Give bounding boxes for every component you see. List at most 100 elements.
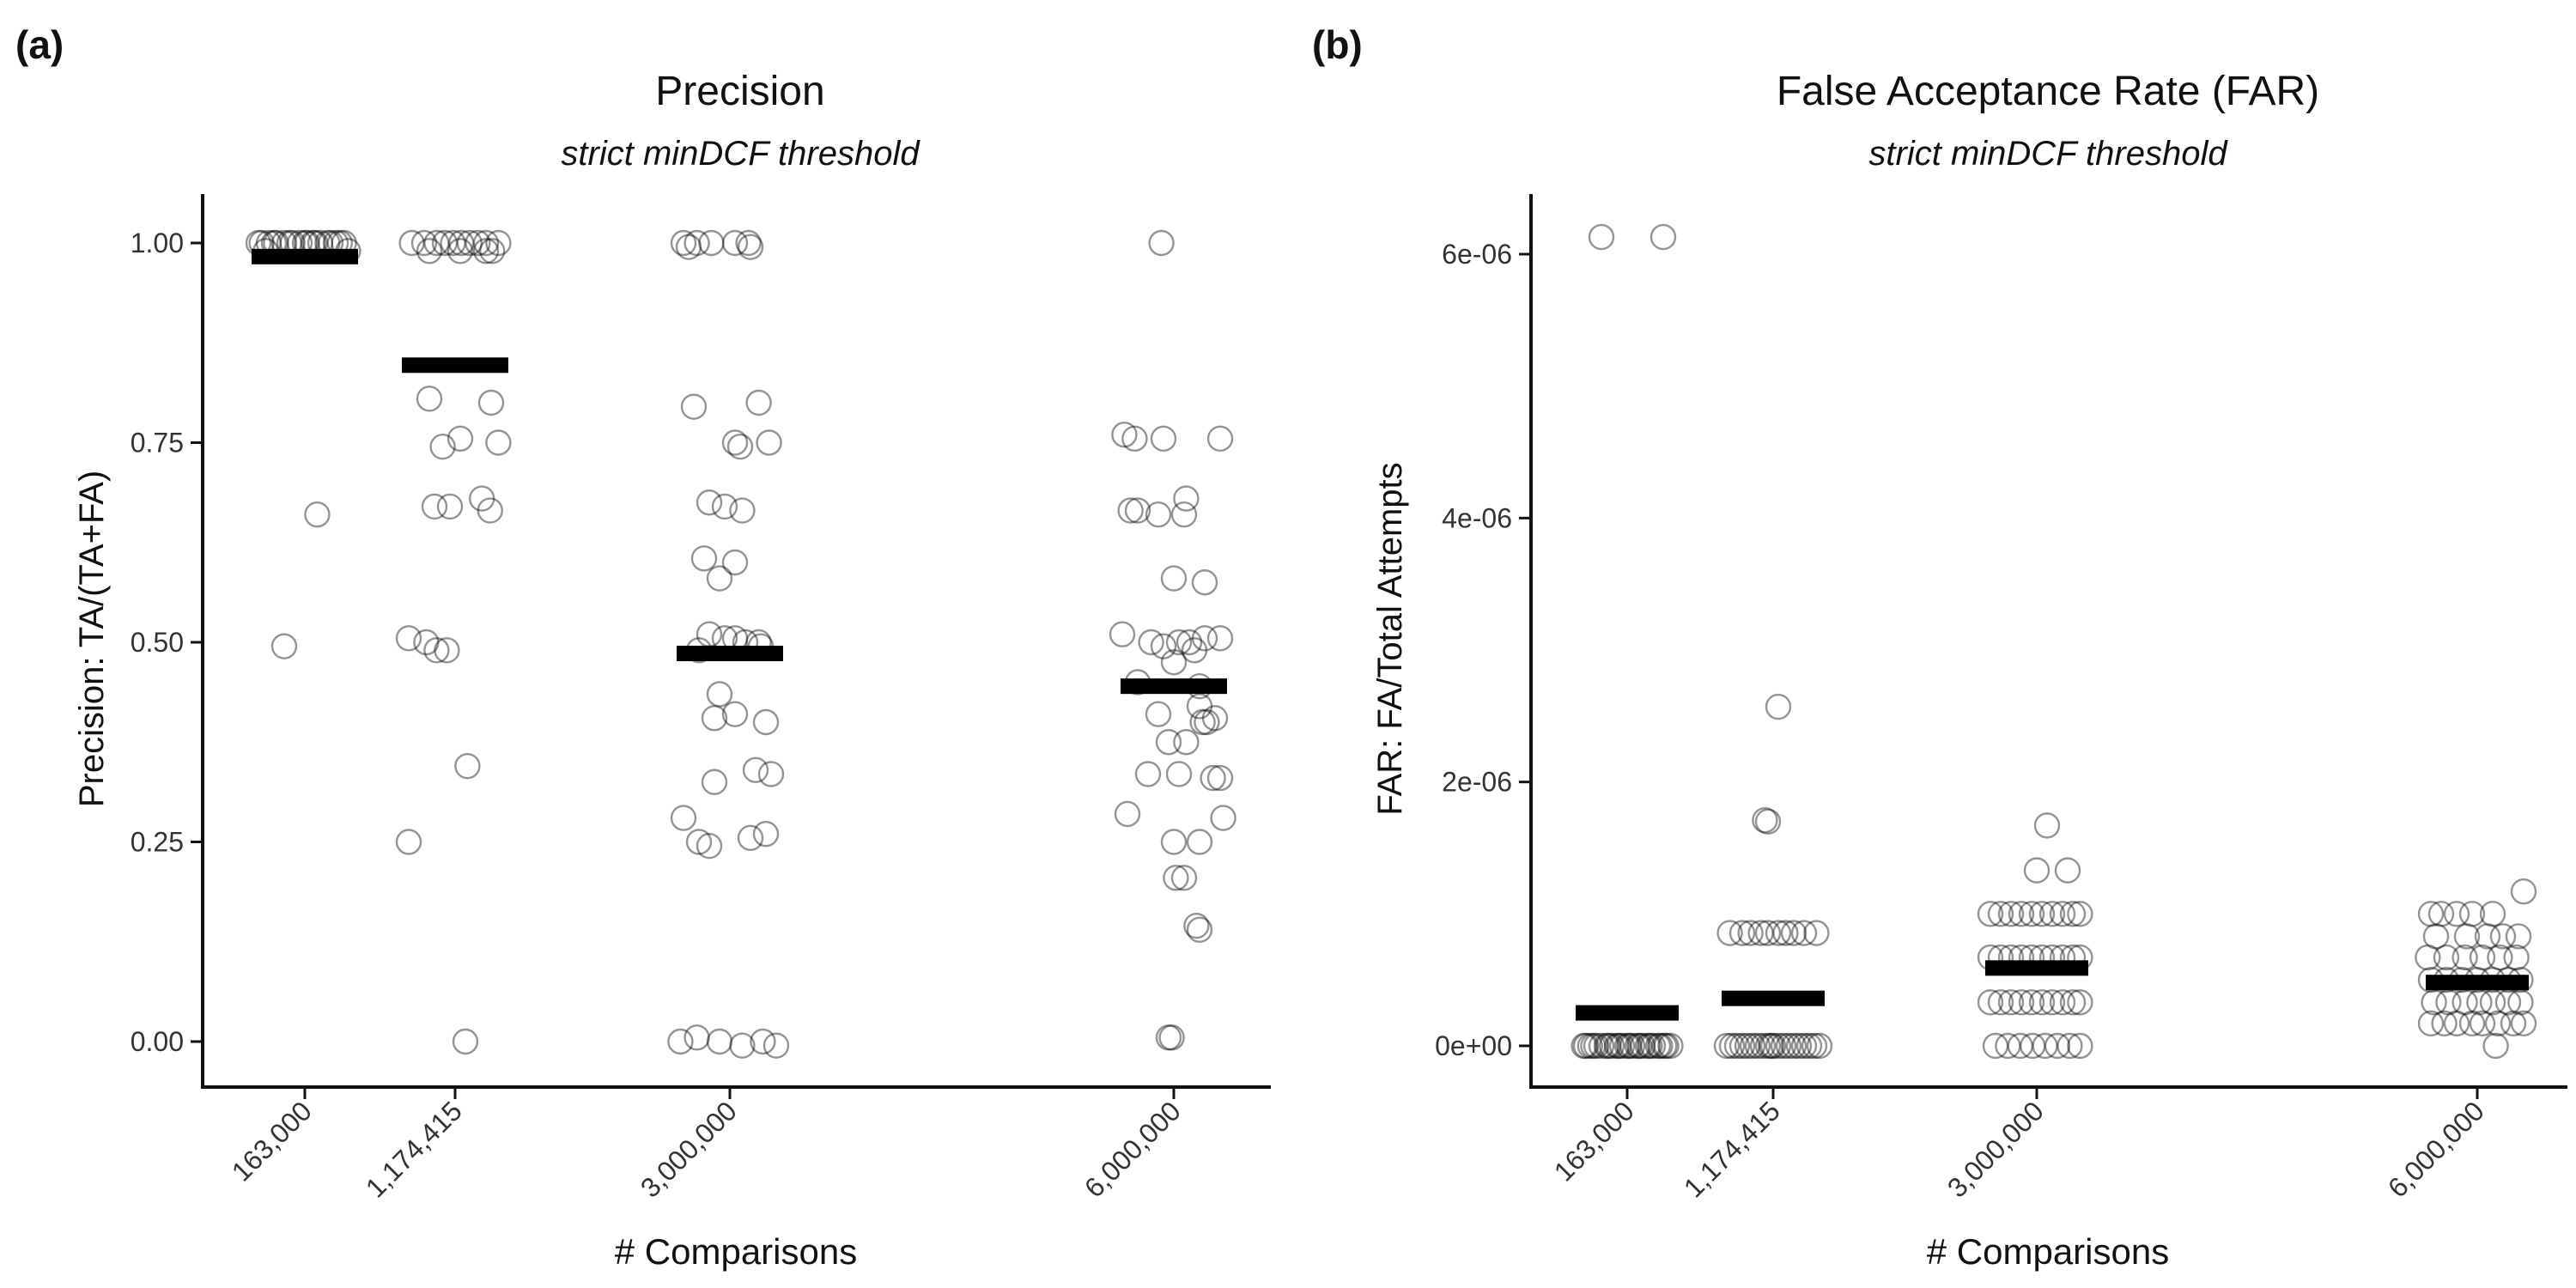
panel-b-point <box>2038 901 2066 927</box>
panel-b-point <box>1650 1032 1678 1060</box>
panel-b-point <box>2417 901 2445 927</box>
panel-a-point <box>434 637 460 664</box>
panel-a-point <box>726 433 754 460</box>
panel-a-point <box>1170 865 1198 891</box>
panel-b-point <box>2044 1032 2071 1060</box>
panel-b-point <box>2023 857 2050 884</box>
panel-a-point <box>448 229 475 257</box>
panel-b-point <box>1653 1032 1680 1060</box>
panel-b-ytick-label: 4e-06 <box>1442 502 1512 533</box>
panel-b-point <box>1580 1032 1607 1060</box>
panel-a-point <box>1170 501 1198 528</box>
panel-b-point <box>1598 1032 1625 1060</box>
panel-a-point <box>706 565 733 592</box>
panel-a-point <box>395 625 422 652</box>
panel-b-point <box>1754 808 1782 835</box>
panel-b-point <box>1713 1032 1741 1060</box>
panel-b-point <box>1572 1032 1600 1060</box>
panel-b-ytick-label: 6e-06 <box>1442 239 1512 270</box>
panel-a-plot: 0.00 0.25 0.50 0.75 1.00 163,000 1,174,415 3,00… <box>131 228 1236 1204</box>
panel-b-point <box>1577 1032 1604 1060</box>
panel-a-point <box>423 637 450 664</box>
panel-b-point <box>1765 1032 1792 1060</box>
panel-b-point <box>2487 944 2513 971</box>
panel-a-point <box>1114 800 1141 828</box>
panel-b-point <box>2431 1010 2458 1037</box>
panel-a-point <box>431 229 459 257</box>
panel-b-point <box>2507 989 2534 1016</box>
panel-a-point <box>447 425 474 453</box>
panel-a-point <box>762 1032 790 1059</box>
panel-a-ytick-label: 0.50 <box>131 627 184 658</box>
panel-a-point <box>1150 425 1177 453</box>
panel-b-point <box>2433 944 2460 971</box>
panel-a-point <box>1117 497 1144 524</box>
panel-b-point <box>2032 1032 2058 1060</box>
panel-b-point <box>1987 901 2014 927</box>
panel-b-point <box>1739 1032 1766 1060</box>
panel-a-point <box>1206 425 1234 453</box>
panel-b-point <box>1744 1032 1771 1060</box>
panel-a-point <box>1191 625 1218 652</box>
panel-a-point <box>440 229 466 257</box>
panel-a-mean-bar <box>252 248 358 264</box>
panel-a-point <box>1201 705 1229 732</box>
panel-b-point <box>1734 1032 1761 1060</box>
panel-b-point <box>1571 1032 1597 1060</box>
panel-a-ytick-label: 0.75 <box>131 428 184 459</box>
panel-a-point <box>1160 649 1188 676</box>
panel-b-point <box>1634 1032 1662 1060</box>
panel-a-point <box>1191 569 1218 596</box>
panel-b-title: False Acceptance Rate (FAR) <box>1777 69 2319 114</box>
panel-a-point <box>1124 497 1151 524</box>
panel-a-point <box>696 832 723 860</box>
panel-b-point <box>2469 944 2496 971</box>
panel-b-point <box>1770 1032 1797 1060</box>
panel-a-point <box>752 821 780 848</box>
panel-b-point <box>2057 1032 2083 1060</box>
panel-b-point <box>2038 989 2066 1016</box>
panel-a-point <box>1173 485 1200 512</box>
panel-b-point <box>1657 1032 1684 1060</box>
panel-a-xtick-label: 1,174,415 <box>360 1095 468 1203</box>
panel-b-point <box>2505 923 2532 950</box>
panel-a-point <box>472 238 500 264</box>
panel-a-point <box>1148 229 1175 257</box>
panel-b-point <box>1637 1032 1663 1060</box>
panel-a-point <box>670 229 697 257</box>
panel-a-point <box>752 708 780 736</box>
panel-b-point <box>1790 1032 1818 1060</box>
panel-b-point <box>2049 989 2076 1016</box>
panel-a-point <box>1165 761 1193 787</box>
panel-a-subtitle: strict minDCF threshold <box>561 135 920 173</box>
panel-a-point <box>1183 912 1210 939</box>
panel-b-point <box>2500 1010 2527 1037</box>
panel-b-point <box>1997 989 2025 1016</box>
panel-b-point <box>2458 901 2486 927</box>
panel-a-point <box>1210 805 1236 831</box>
panel-b-plot: 0e+00 2e-06 4e-06 6e-06 163,000 1,174,415 3,00… <box>1435 223 2537 1204</box>
panel-b-point <box>2510 878 2537 905</box>
panel-b-point <box>1624 1032 1651 1060</box>
panel-a-point <box>1134 761 1162 787</box>
panel-b-point <box>1758 1032 1784 1060</box>
panel-a-point <box>667 1028 694 1055</box>
panel-b-point <box>2494 989 2522 1016</box>
panel-b-point <box>2443 901 2470 927</box>
panel-b-point <box>2453 923 2481 950</box>
panel-a-point <box>737 234 764 260</box>
panel-b-xtick-label: 6,000,000 <box>2382 1095 2490 1203</box>
panel-a-point <box>416 386 443 412</box>
panel-b-point <box>2510 1010 2537 1037</box>
panel-b-point <box>2484 1010 2512 1037</box>
panel-a-point <box>429 433 456 460</box>
panel-a-point <box>690 545 718 572</box>
panel-a-point <box>416 238 443 264</box>
panel-a-point <box>447 238 474 264</box>
panel-a-point <box>1145 701 1172 727</box>
panel-a-point <box>1155 1024 1182 1051</box>
panel-b-point <box>2427 901 2455 927</box>
panel-b-point <box>1775 1032 1802 1060</box>
panel-b-point <box>1603 1032 1631 1060</box>
